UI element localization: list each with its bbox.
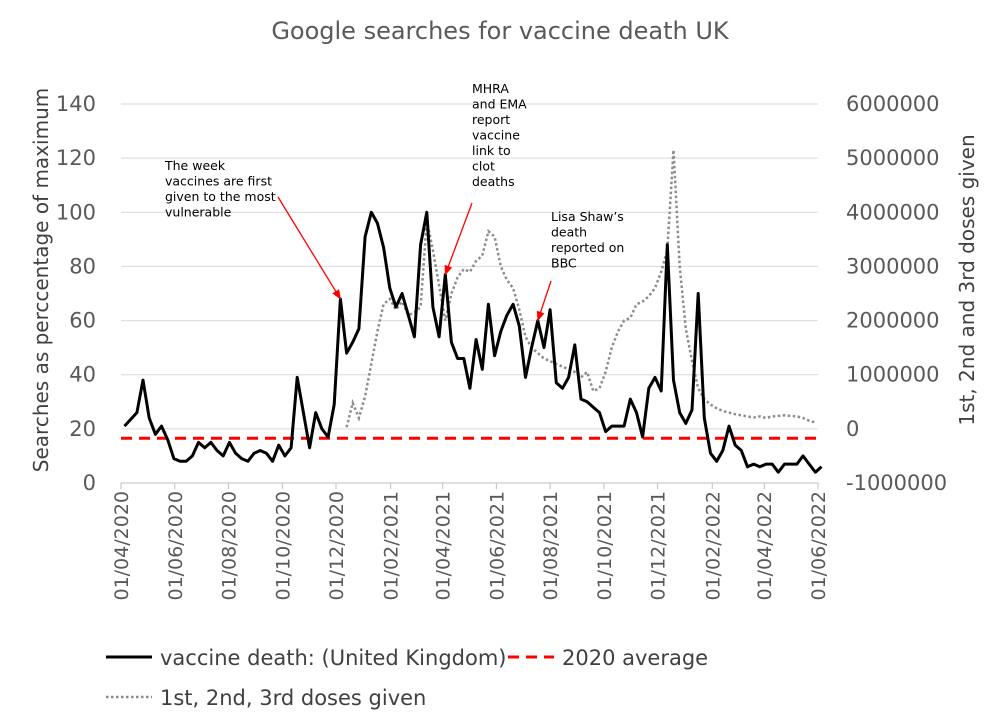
x-tick-label: 01/04/2020 — [111, 491, 133, 601]
legend-label-average: 2020 average — [562, 646, 708, 670]
y-tick-label: 0 — [83, 471, 96, 495]
y2-tick-label: 0 — [846, 417, 859, 441]
x-tick-label: 01/04/2021 — [433, 491, 455, 601]
y2-tick-label: -1000000 — [846, 471, 947, 495]
annotation-arrow — [444, 202, 473, 276]
x-tick-label: 01/10/2021 — [594, 491, 616, 601]
y2-tick-label: 5000000 — [846, 146, 940, 170]
y-tick-label: 20 — [69, 417, 96, 441]
annotation-line: vulnerable — [165, 205, 232, 220]
x-tick-label: 01/12/2020 — [326, 491, 348, 601]
annotations: The week vaccines are first given to the m… — [164, 81, 624, 322]
x-tick-label: 01/02/2022 — [702, 491, 724, 601]
annotation-text: MHRA and EMA report vaccine link to clot death… — [472, 81, 527, 189]
series-layer — [121, 149, 823, 474]
y-tick-label: 60 — [69, 309, 96, 333]
y-tick-label: 40 — [69, 363, 96, 387]
legend: vaccine death: (United Kingdom) 2020 ave… — [106, 646, 708, 710]
y2-axis-ticks: -1000000 0 1000000 2000000 3000000 4000000 500… — [846, 92, 947, 495]
annotation-line: link to — [472, 143, 511, 158]
annotation-text: Lisa Shaw’s death reported on BBC — [551, 209, 624, 271]
y-tick-label: 100 — [56, 200, 96, 224]
annotation-line: vaccine — [472, 128, 520, 143]
annotation-line: and EMA — [472, 97, 527, 112]
annotation-line: report — [472, 112, 510, 127]
x-tick-label: 01/08/2020 — [219, 491, 241, 601]
grid-lines — [121, 103, 818, 430]
annotation-line: The week — [164, 158, 226, 173]
annotation-line: vaccines are first — [165, 174, 272, 189]
chart-title: Google searches for vaccine death UK — [271, 17, 730, 45]
x-tick-label: 01/02/2021 — [381, 491, 403, 601]
series-searches-line — [123, 210, 823, 474]
annotation-line: MHRA — [472, 81, 509, 96]
y-tick-label: 140 — [56, 92, 96, 116]
y-tick-label: 120 — [56, 146, 96, 170]
series-doses-line — [345, 149, 816, 428]
annotation-line: deaths — [472, 174, 515, 189]
x-tick-label: 01/06/2020 — [165, 491, 187, 601]
y2-tick-label: 1000000 — [846, 363, 940, 387]
legend-label-searches: vaccine death: (United Kingdom) — [160, 646, 506, 670]
y2-tick-label: 4000000 — [846, 200, 940, 224]
x-axis: 01/04/2020 01/06/2020 01/08/2020 01/10/2020… — [111, 482, 830, 601]
annotation-text: The week vaccines are first given to the m… — [164, 158, 276, 220]
x-tick-label: 01/06/2021 — [486, 491, 508, 601]
annotation-line: clot — [472, 159, 495, 174]
x-tick-label: 01/10/2020 — [272, 491, 294, 601]
x-tick-label: 01/06/2022 — [808, 491, 830, 601]
annotation-line: BBC — [551, 256, 577, 271]
y-tick-label: 80 — [69, 254, 96, 278]
legend-label-doses: 1st, 2nd, 3rd doses given — [160, 686, 426, 710]
y2-tick-label: 3000000 — [846, 254, 940, 278]
annotation-line: reported on — [551, 240, 624, 255]
x-tick-label: 01/08/2021 — [540, 491, 562, 601]
annotation-arrow — [277, 196, 341, 300]
y-axis-label: Searches as perccentage of maximum — [29, 88, 53, 472]
x-tick-label: 01/12/2021 — [648, 491, 670, 601]
annotation-arrow — [536, 280, 552, 322]
y2-tick-label: 6000000 — [846, 92, 940, 116]
y2-tick-label: 2000000 — [846, 309, 940, 333]
annotation-line: given to the most — [165, 189, 276, 204]
y2-axis-label: 1st, 2nd and 3rd doses given — [955, 134, 979, 425]
annotation-line: death — [551, 225, 587, 240]
x-tick-label: 01/04/2022 — [754, 491, 776, 601]
annotation-line: Lisa Shaw’s — [551, 209, 624, 224]
y-axis-ticks: 0 20 40 60 80 100 120 140 — [56, 92, 96, 495]
